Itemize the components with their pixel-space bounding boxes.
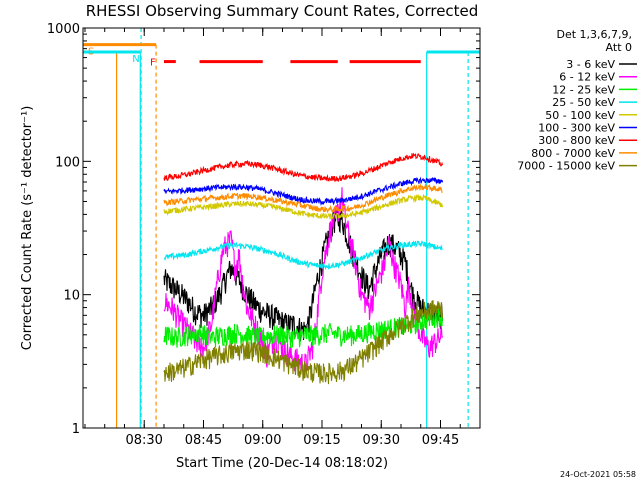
legend-label: 3 - 6 keV [566,58,615,71]
y-tick-label: 100 [55,155,80,170]
x-tick-label: 08:45 [185,433,222,448]
y-tick-label: 1 [72,422,80,437]
legend-label: 6 - 12 keV [559,71,615,84]
series-line [163,176,444,207]
series-line [163,152,444,183]
y-tick-label: 1000 [47,22,80,37]
series-line [163,307,444,348]
series-line [163,240,443,271]
flag-label: N [132,54,139,65]
plot-area: SNF [82,27,481,429]
series-line [163,193,444,220]
x-tick-label: 09:45 [422,433,459,448]
legend-label: 12 - 25 keV [552,83,615,96]
legend-label: 300 - 800 keV [538,134,615,147]
legend-label: 25 - 50 keV [552,96,615,109]
chart-title: RHESSI Observing Summary Count Rates, Co… [86,2,479,20]
series-line [163,183,443,214]
x-tick-label: 09:00 [244,433,281,448]
legend-label: 50 - 100 keV [545,109,615,122]
series-line [163,300,444,385]
x-tick-label: 09:30 [363,433,400,448]
legend-header: Att 0 [606,41,632,54]
x-tick-label: 09:15 [303,433,340,448]
y-tick-label: 10 [63,289,80,304]
legend-label: 800 - 7000 keV [531,147,615,160]
legend-header: Det 1,3,6,7,9, [556,28,632,41]
x-tick-label: 08:30 [125,433,162,448]
x-axis: 08:30 08:45 09:00 09:15 09:30 09:45 [84,28,461,448]
plot-background [83,28,480,428]
footer-timestamp: 24-Oct-2021 05:58 [560,470,636,479]
y-axis-label: Corrected Count Rate (s⁻¹ detector⁻¹) [20,106,35,351]
plot-frame [82,27,481,429]
flag-bars: SNF [83,43,480,69]
series-lines [163,152,444,385]
legend-label: 100 - 300 keV [538,122,615,135]
y-axis: 1 10 100 1000 [47,22,480,437]
night-band-lines [115,28,469,428]
x-axis-label: Start Time (20-Dec-14 08:18:02) [176,456,388,471]
flag-label: F [150,58,156,69]
legend-label: 7000 - 15000 keV [517,160,615,173]
